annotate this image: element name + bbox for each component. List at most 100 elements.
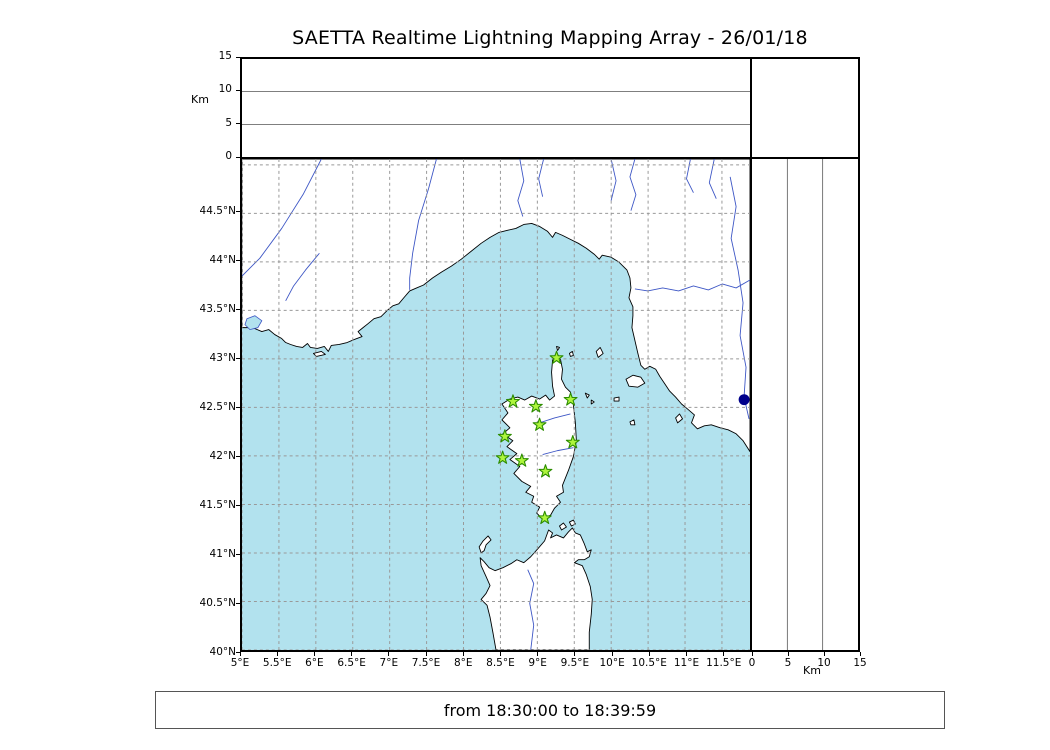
tick-mark: [236, 406, 240, 408]
tick-mark: [236, 309, 240, 311]
tick-mark: [574, 652, 576, 656]
altitude-tick-label: 15: [218, 50, 232, 62]
lat-tick-label: 41.5°N: [199, 498, 236, 511]
altitude-latitude-plot: [786, 159, 824, 650]
river: [634, 279, 750, 292]
tick-mark: [823, 652, 825, 656]
altitude-longitude-panel: [240, 57, 752, 157]
altitude-tick-label: 10: [218, 83, 232, 96]
lon-tick-label: 8.5°E: [486, 657, 515, 669]
lagoon-etang-de-berre: [244, 315, 263, 331]
river: [285, 252, 320, 302]
lon-tick-label: 11.5°E: [706, 657, 742, 669]
tick-mark: [388, 652, 390, 656]
tick-mark: [751, 652, 753, 656]
tick-mark: [425, 652, 427, 656]
tick-mark: [236, 504, 240, 506]
landmass-giraglia: [556, 346, 560, 351]
station-marker: [506, 394, 520, 408]
river: [538, 159, 545, 197]
station-marker: [497, 429, 512, 443]
map-panel: [240, 157, 752, 652]
lat-tick-label: 43°N: [209, 352, 236, 365]
tick-mark: [537, 652, 539, 656]
right-panel-axis-label: Km: [803, 664, 821, 677]
lat-tick-label: 42.5°N: [199, 400, 236, 413]
river: [527, 569, 535, 650]
lat-tick-label: 44.5°N: [199, 205, 236, 218]
lon-tick-label: 5°E: [230, 657, 250, 669]
lon-tick-label: 8°E: [453, 657, 473, 669]
tick-mark: [723, 652, 725, 656]
station-marker: [495, 450, 510, 464]
tick-mark: [859, 652, 861, 656]
lat-tick-label: 40°N: [209, 645, 236, 658]
station-marker: [565, 435, 580, 449]
map-gridlines: [242, 159, 750, 650]
time-range-text: from 18:30:00 to 18:39:59: [443, 700, 657, 720]
landmass-montecristo: [629, 419, 636, 426]
landmass-corsica: [501, 351, 577, 520]
lon-tick-label: 7.5°E: [411, 657, 441, 669]
altitude-latitude-panel: [752, 157, 860, 652]
river: [517, 159, 525, 217]
tick-mark: [787, 652, 789, 656]
station-marker: [538, 464, 553, 478]
km-tick-label: 5: [784, 657, 792, 669]
landmass-elba: [625, 374, 646, 388]
lat-tick-label: 43.5°N: [199, 303, 236, 316]
tick-mark: [686, 652, 687, 656]
lat-tick-label: 41°N: [209, 547, 236, 560]
landmass-islet-cap-ne: [568, 350, 574, 357]
station-marker: [514, 453, 529, 467]
landmass-mainland-france-italy: [242, 159, 750, 453]
lon-tick-label: 11°E: [673, 657, 700, 669]
landmass-islet-east-1: [584, 392, 590, 399]
lon-tick-label: 5.5°E: [262, 657, 292, 669]
lat-tick-label: 44°N: [209, 254, 236, 267]
km-tick-label: 15: [853, 657, 867, 669]
tick-mark: [236, 156, 240, 158]
tick-mark: [239, 652, 241, 656]
tick-mark: [236, 123, 240, 125]
figure-title: SAETTA Realtime Lightning Mapping Array …: [292, 27, 808, 49]
lon-tick-label: 10°E: [599, 657, 625, 669]
river: [686, 159, 694, 193]
landmass-maddalena: [559, 522, 567, 531]
tick-mark: [236, 260, 240, 262]
geographic-map: [242, 159, 750, 650]
river: [542, 447, 574, 456]
landmass-sardinia: [479, 527, 593, 650]
tick-mark: [313, 652, 315, 656]
km-tick-label: 0: [748, 657, 756, 669]
station-marker: [549, 350, 564, 364]
station-marker: [537, 510, 552, 525]
lon-tick-label: 9°E: [528, 657, 547, 669]
tick-mark: [236, 455, 240, 457]
landmass-asinara: [478, 535, 492, 554]
river: [610, 159, 617, 201]
river: [629, 159, 637, 211]
lon-tick-label: 6°E: [305, 657, 324, 669]
station-marker: [528, 399, 543, 413]
lagoons: [244, 315, 263, 331]
altitude-tick-label: 5: [225, 116, 232, 129]
tick-mark: [236, 56, 240, 58]
km-tick-label: 10: [817, 657, 831, 669]
landmass-giglio: [675, 413, 683, 424]
river: [539, 413, 571, 424]
tick-mark: [236, 651, 240, 653]
station-marker: [563, 392, 578, 406]
station-marker: [532, 417, 547, 431]
tick-mark: [648, 652, 650, 656]
tick-mark: [236, 89, 240, 91]
altitude-tick-label: 0: [225, 150, 232, 162]
lat-tick-label: 42°N: [209, 449, 236, 462]
river: [409, 159, 437, 290]
station-markers: [495, 350, 580, 525]
landmass-islet-east-2: [590, 399, 595, 405]
top-panel-axis-label: Km: [191, 93, 209, 106]
landmass-capraia: [595, 347, 604, 358]
tick-mark: [236, 602, 240, 604]
